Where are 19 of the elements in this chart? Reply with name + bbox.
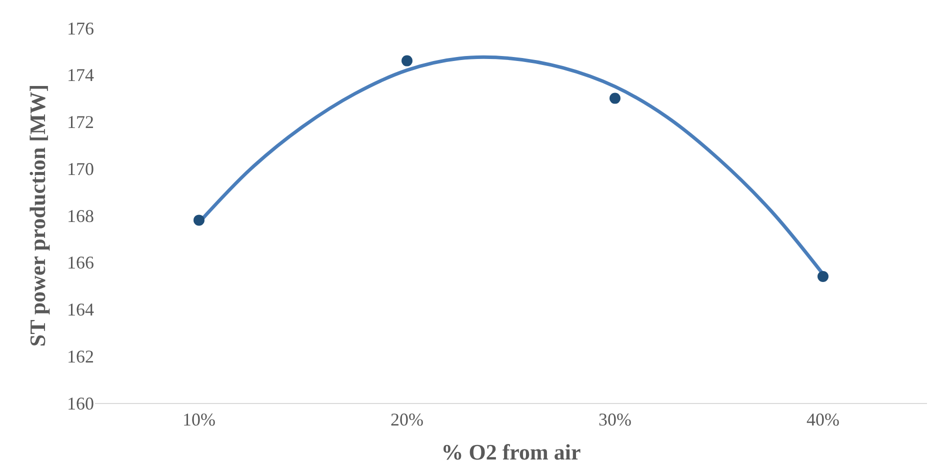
y-tick-label: 168 <box>67 206 94 226</box>
y-tick-label: 162 <box>67 346 94 366</box>
y-tick-label: 172 <box>67 112 94 132</box>
y-tick-label: 176 <box>67 18 94 38</box>
y-tick-label: 174 <box>67 65 94 86</box>
x-tick-label: 40% <box>806 410 840 430</box>
y-tick-label: 170 <box>67 158 94 179</box>
x-tick-label: 10% <box>182 410 216 430</box>
point <box>194 214 204 226</box>
x-axis-title: % O2 from air <box>441 440 581 464</box>
point <box>818 270 828 282</box>
point <box>402 55 412 66</box>
x-tick-label: 30% <box>598 410 632 430</box>
y-tick-label: 166 <box>67 252 94 273</box>
y-axis-title: ST power production [MW] <box>24 84 50 347</box>
y-tick-label: 164 <box>67 300 94 320</box>
point <box>610 92 620 104</box>
x-tick-label: 20% <box>390 410 424 430</box>
y-tick-label: 160 <box>67 393 94 414</box>
